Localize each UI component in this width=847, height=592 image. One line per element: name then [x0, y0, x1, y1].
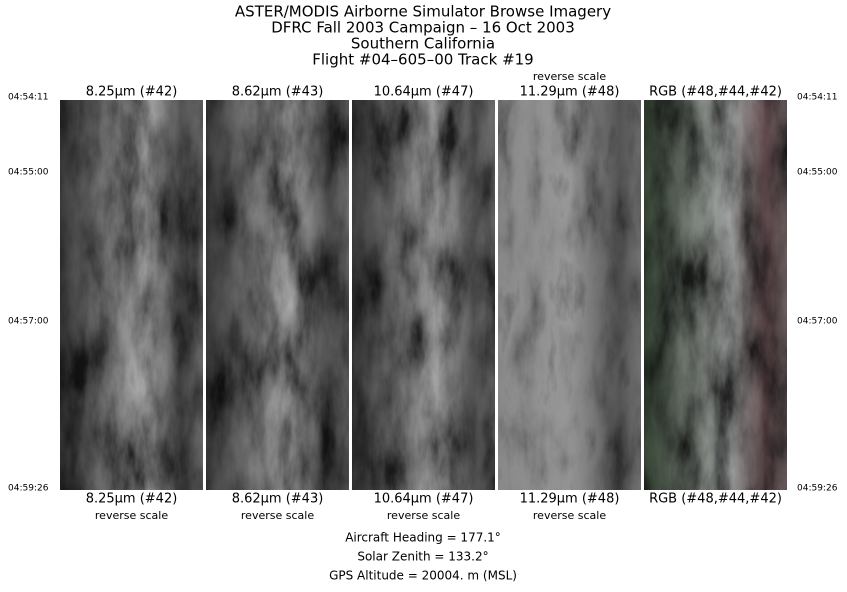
image-texture: [644, 100, 787, 490]
title-line: ASTER/MODIS Airborne Simulator Browse Im…: [235, 3, 611, 21]
panel-label: 8.62μm (#43): [232, 492, 324, 507]
footer-line: GPS Altitude = 20004. m (MSL): [329, 569, 517, 583]
time-label: 04:54:11: [8, 93, 48, 103]
title-line: DFRC Fall 2003 Campaign – 16 Oct 2003: [271, 19, 575, 37]
panel-label: 8.25μm (#42): [86, 492, 178, 507]
time-label: 04:54:11: [797, 93, 837, 103]
scale-note: reverse scale: [95, 509, 168, 522]
time-label: 04:59:26: [8, 484, 49, 494]
time-label: 04:55:00: [8, 168, 49, 178]
image-texture: [206, 100, 349, 490]
title-line: Flight #04–605–00 Track #19: [312, 51, 533, 69]
footer-line: Solar Zenith = 133.2°: [357, 550, 488, 564]
panel-label: RGB (#48,#44,#42): [649, 85, 782, 100]
panel-label: 8.62μm (#43): [232, 85, 324, 100]
scale-note: reverse scale: [533, 70, 606, 83]
scale-note: reverse scale: [533, 509, 606, 522]
panel-label: 10.64μm (#47): [374, 492, 474, 507]
panel-label: 10.64μm (#47): [374, 85, 474, 100]
image-texture: [352, 100, 495, 490]
scale-note: reverse scale: [387, 509, 460, 522]
time-label: 04:59:26: [797, 484, 838, 494]
time-label: 04:55:00: [797, 168, 838, 178]
panel-label: 8.25μm (#42): [86, 85, 178, 100]
image-texture: [60, 100, 203, 490]
title-line: Southern California: [351, 35, 495, 53]
time-label: 04:57:00: [8, 317, 49, 327]
panel-label: RGB (#48,#44,#42): [649, 492, 782, 507]
image-texture: [498, 100, 641, 490]
time-label: 04:57:00: [797, 317, 838, 327]
panel-label: 11.29μm (#48): [520, 85, 620, 100]
footer-line: Aircraft Heading = 177.1°: [345, 531, 501, 545]
scale-note: reverse scale: [241, 509, 314, 522]
panel-label: 11.29μm (#48): [520, 492, 620, 507]
